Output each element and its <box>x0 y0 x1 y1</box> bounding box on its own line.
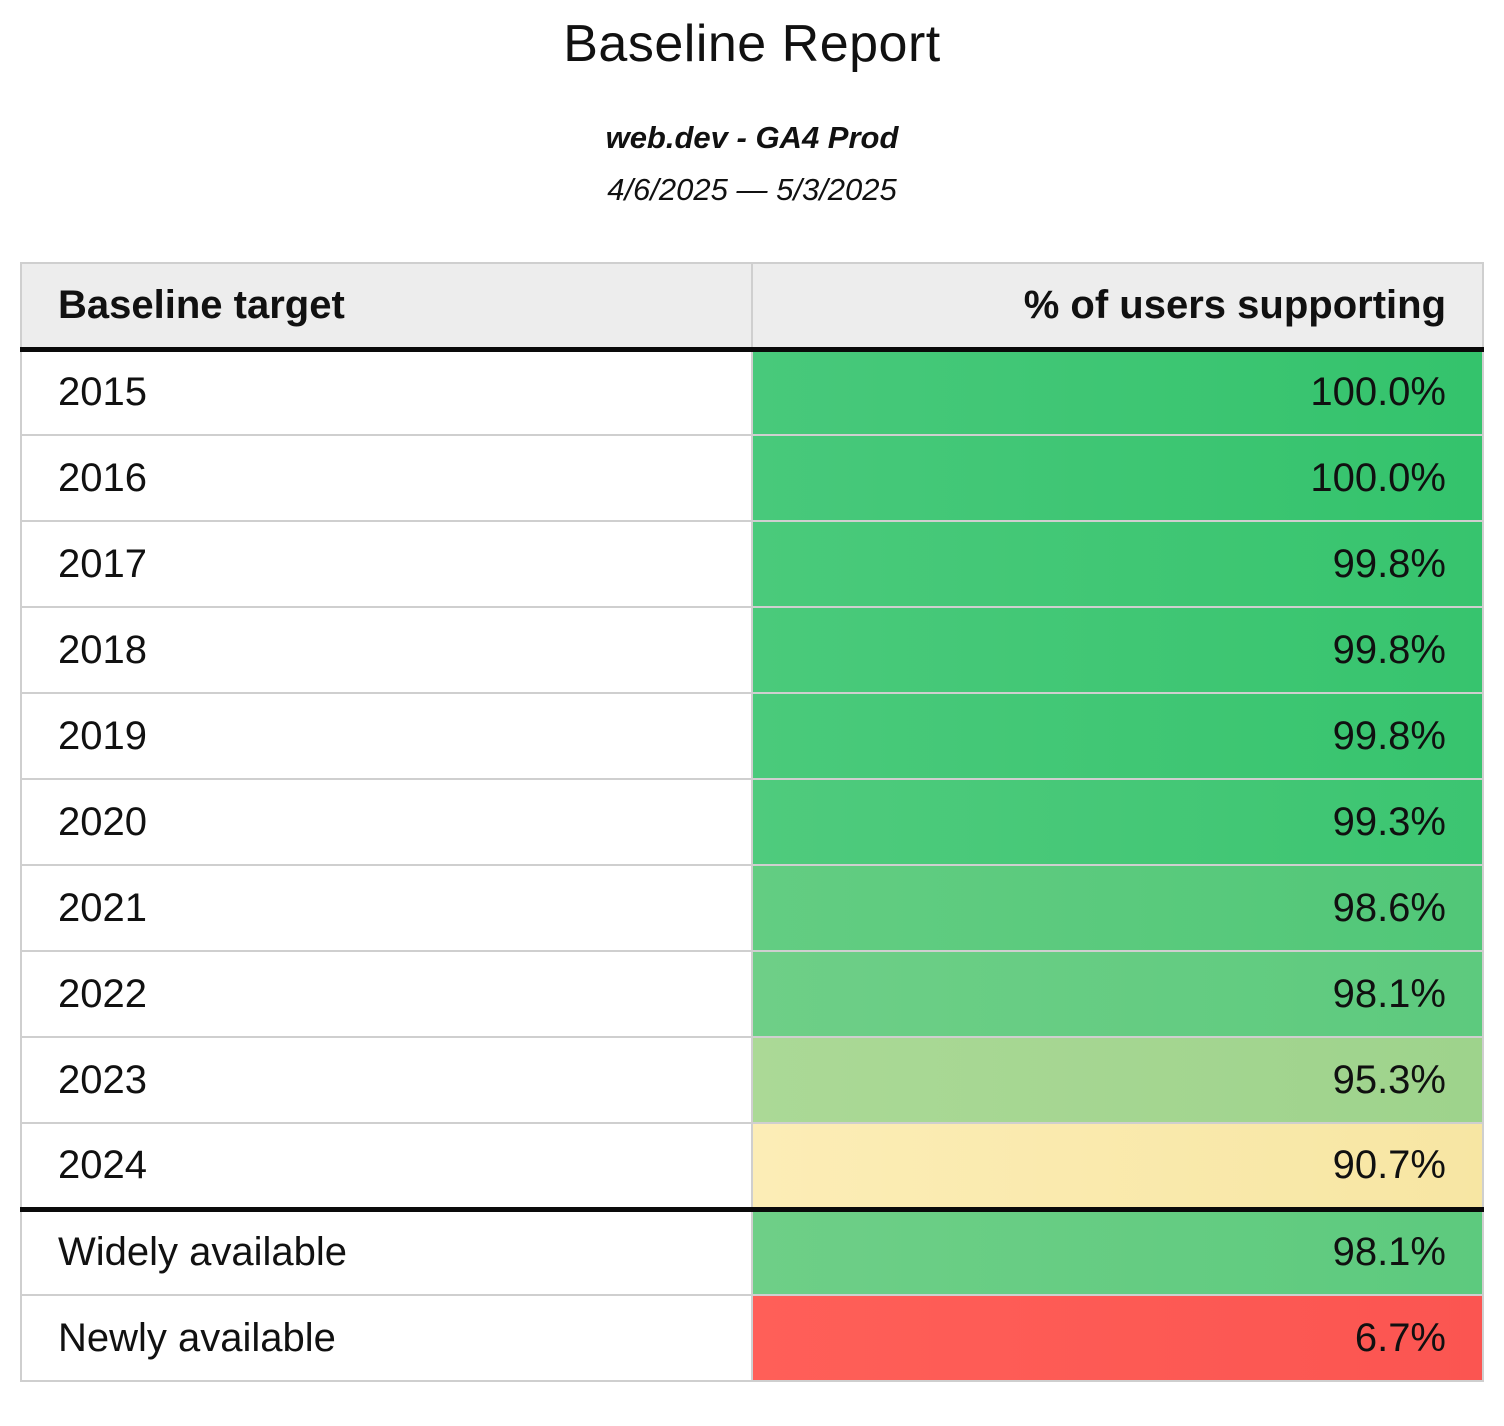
report-source: web.dev - GA4 Prod <box>605 120 899 155</box>
column-header-percent-supporting: % of users supporting <box>751 262 1484 352</box>
table-row: 2021 98.6% <box>20 864 1484 952</box>
support-percentage-cell: 100.0% <box>751 348 1484 436</box>
baseline-target-cell: Newly available <box>20 1294 753 1382</box>
support-percentage-cell: 6.7% <box>751 1294 1484 1382</box>
baseline-table: Baseline target % of users supporting 20… <box>20 262 1484 1382</box>
baseline-target-cell: 2024 <box>20 1122 753 1210</box>
support-percentage-cell: 99.8% <box>751 520 1484 608</box>
header-row: Baseline target % of users supporting <box>20 262 1484 352</box>
support-percentage-cell: 100.0% <box>751 434 1484 522</box>
table-row: 2024 90.7% <box>20 1122 1484 1210</box>
baseline-table-header: Baseline target % of users supporting <box>20 262 1484 352</box>
table-row: 2019 99.8% <box>20 692 1484 780</box>
support-percentage-cell: 99.3% <box>751 778 1484 866</box>
table-row: 2020 99.3% <box>20 778 1484 866</box>
support-percentage-cell: 98.6% <box>751 864 1484 952</box>
table-row: Widely available 98.1% <box>20 1206 1484 1296</box>
baseline-target-cell: 2019 <box>20 692 753 780</box>
page-title: Baseline Report <box>563 15 941 73</box>
support-percentage-cell: 90.7% <box>751 1122 1484 1210</box>
report-date-range: 4/6/2025 — 5/3/2025 <box>607 172 897 207</box>
support-percentage-cell: 95.3% <box>751 1036 1484 1124</box>
support-percentage-cell: 98.1% <box>751 1206 1484 1296</box>
table-row: 2017 99.8% <box>20 520 1484 608</box>
baseline-target-cell: 2015 <box>20 348 753 436</box>
baseline-target-cell: Widely available <box>20 1206 753 1296</box>
baseline-target-cell: 2023 <box>20 1036 753 1124</box>
column-header-baseline-target: Baseline target <box>20 262 753 352</box>
support-percentage-cell: 98.1% <box>751 950 1484 1038</box>
table-row: 2023 95.3% <box>20 1036 1484 1124</box>
table-row: 2022 98.1% <box>20 950 1484 1038</box>
support-percentage-cell: 99.8% <box>751 692 1484 780</box>
table-row: 2015 100.0% <box>20 348 1484 436</box>
table-row: 2018 99.8% <box>20 606 1484 694</box>
baseline-target-cell: 2017 <box>20 520 753 608</box>
baseline-target-cell: 2022 <box>20 950 753 1038</box>
table-row: Newly available 6.7% <box>20 1294 1484 1382</box>
baseline-target-cell: 2018 <box>20 606 753 694</box>
baseline-target-cell: 2021 <box>20 864 753 952</box>
baseline-table-body: 2015 100.0% 2016 100.0% 2017 99.8% 2018 99.8% 20… <box>20 348 1484 1382</box>
baseline-target-cell: 2020 <box>20 778 753 866</box>
support-percentage-cell: 99.8% <box>751 606 1484 694</box>
table-row: 2016 100.0% <box>20 434 1484 522</box>
baseline-target-cell: 2016 <box>20 434 753 522</box>
